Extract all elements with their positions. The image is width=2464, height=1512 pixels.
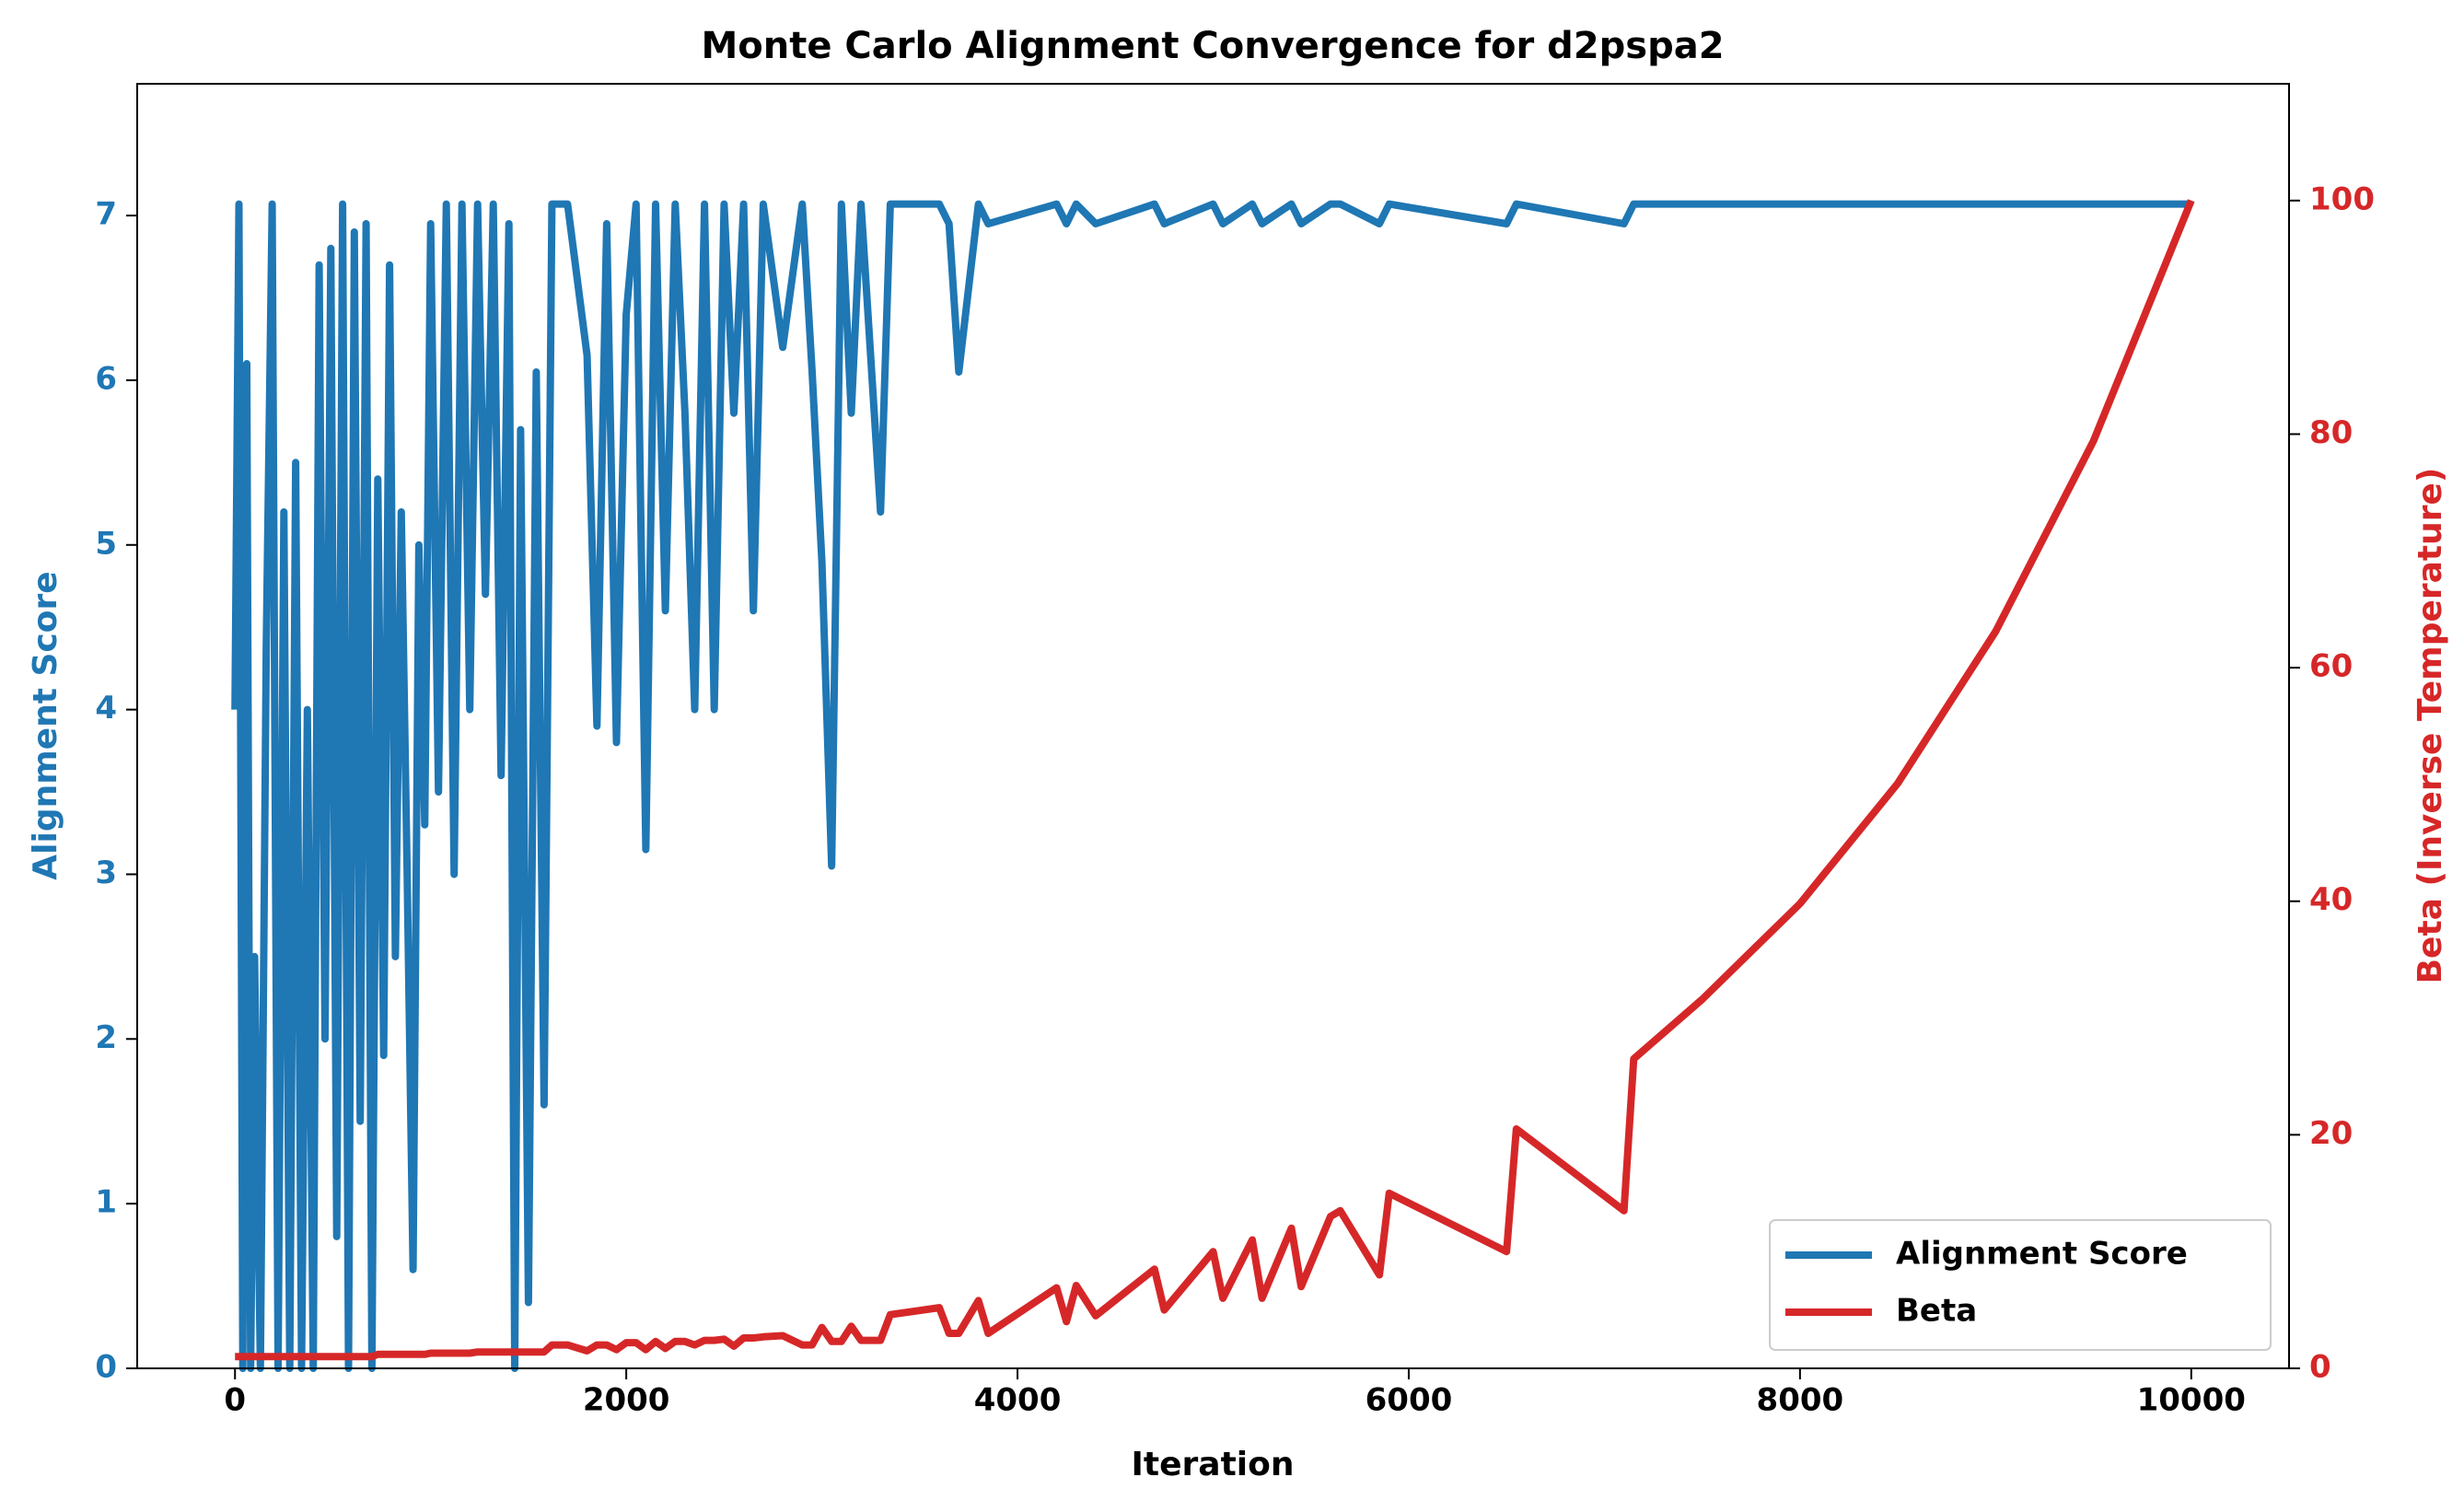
y-tick-label: 7 [95, 196, 117, 233]
data-line [231, 200, 2191, 1372]
y-tick-label: 0 [95, 1349, 117, 1386]
legend: Alignment Score Beta [1769, 1219, 2272, 1351]
y-tick-label: 4 [95, 690, 117, 727]
y2-tick-label: 20 [2309, 1115, 2353, 1152]
x-tick-label: 8000 [1757, 1382, 1844, 1419]
y-tick-label: 1 [95, 1184, 117, 1221]
y2-tick-label: 40 [2309, 881, 2353, 918]
y2-tick-label: 60 [2309, 648, 2353, 685]
x-tick-label: 0 [224, 1382, 246, 1419]
chart-title: Monte Carlo Alignment Convergence for d2… [701, 25, 1724, 67]
y-tick-label: 6 [95, 360, 117, 397]
x-tick-label: 10000 [2137, 1382, 2246, 1419]
x-tick-label: 2000 [583, 1382, 670, 1419]
legend-label: Beta [1896, 1293, 1977, 1330]
x-axis-label: Iteration [1132, 1446, 1295, 1483]
plot-frame [136, 83, 2290, 1369]
y-tick-label: 3 [95, 855, 117, 891]
y2-axis-label: Beta (Inverse Temperature) [2412, 468, 2449, 984]
data-line [235, 199, 2195, 1361]
y2-tick-label: 0 [2309, 1349, 2331, 1386]
x-tick-label: 6000 [1366, 1382, 1453, 1419]
x-tick-label: 4000 [974, 1382, 1062, 1419]
y-tick-label: 5 [95, 525, 117, 562]
y2-tick-label: 100 [2309, 180, 2375, 217]
legend-box [1769, 1219, 2272, 1351]
y-axis-label: Alignment Score [27, 571, 64, 879]
legend-label: Alignment Score [1896, 1236, 2188, 1273]
y-tick-label: 2 [95, 1019, 117, 1056]
y2-tick-label: 80 [2309, 414, 2353, 451]
